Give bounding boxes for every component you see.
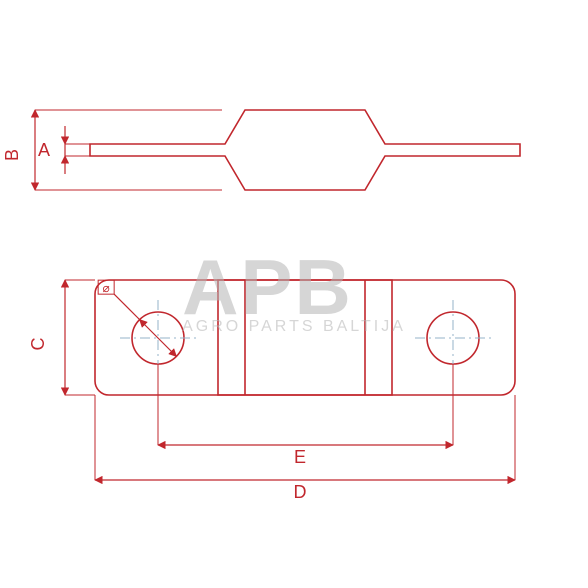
dim-label-A: A — [38, 140, 50, 160]
svg-text:⌀: ⌀ — [103, 281, 110, 295]
front-body — [218, 280, 392, 395]
hole-right — [427, 312, 479, 364]
top-view-outline — [90, 110, 520, 190]
dim-label-B: B — [2, 149, 22, 161]
drawing-canvas: A B C DE ⌀ — [0, 0, 588, 588]
dim-label-E: E — [294, 447, 306, 467]
dim-label-D: D — [294, 482, 307, 502]
dim-label-C: C — [28, 338, 48, 351]
